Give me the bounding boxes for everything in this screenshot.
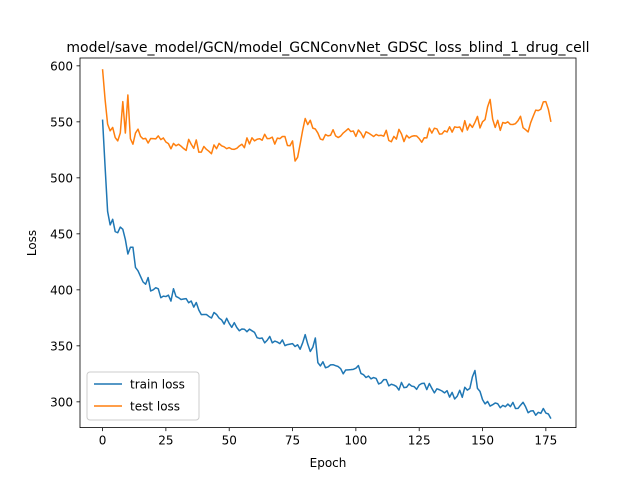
y-tick-label: 450 (50, 227, 73, 241)
chart-title: model/save_model/GCN/model_GCNConvNet_GD… (66, 40, 589, 56)
y-tick-label: 500 (50, 171, 73, 185)
legend-label-train-loss: train loss (130, 378, 185, 392)
x-tick-label: 125 (408, 434, 431, 448)
y-tick-label: 550 (50, 115, 73, 129)
x-tick-label: 150 (471, 434, 494, 448)
y-axis-label: Loss (25, 230, 39, 256)
y-tick-label: 400 (50, 283, 73, 297)
x-tick-label: 50 (222, 434, 237, 448)
y-tick-label: 350 (50, 339, 73, 353)
y-tick-label: 300 (50, 395, 73, 409)
x-tick-label: 25 (158, 434, 173, 448)
x-tick-label: 100 (344, 434, 367, 448)
legend: train loss test loss (87, 372, 199, 420)
y-tick-label: 600 (50, 59, 73, 73)
x-tick-label: 75 (285, 434, 300, 448)
x-tick-label: 175 (534, 434, 557, 448)
x-tick-label: 0 (99, 434, 107, 448)
x-axis-label: Epoch (310, 456, 347, 470)
legend-label-test-loss: test loss (130, 400, 180, 414)
